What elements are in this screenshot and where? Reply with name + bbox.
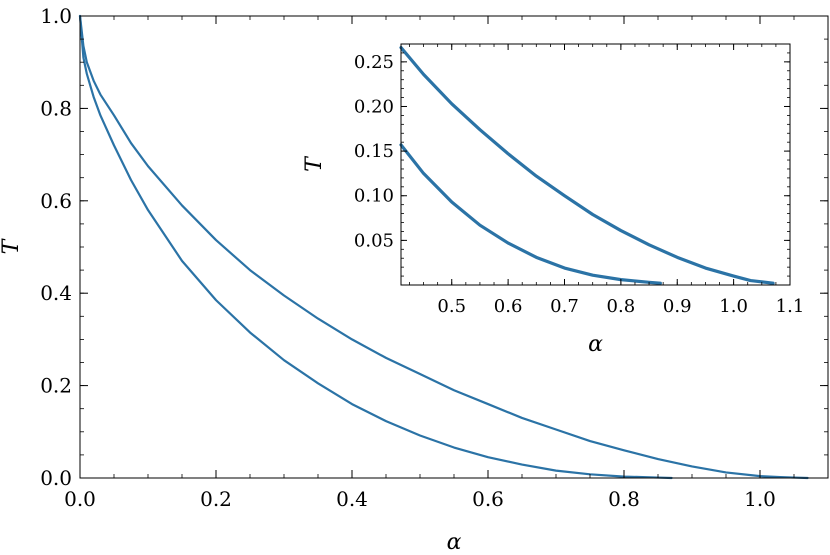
inset-y-axis-label: T: [302, 155, 327, 172]
main-plot-frame: [79, 15, 829, 479]
inset-y-tick-label: 0.15: [354, 141, 394, 162]
main-x-tick-label: 0.8: [608, 487, 640, 511]
inset-series-lines: [399, 45, 775, 285]
main-x-tick-label: 0.0: [64, 487, 96, 511]
inset-x-tick-label: 0.9: [663, 296, 692, 317]
inset-x-axis-label: α: [588, 332, 603, 357]
inset-series-line-2: [399, 45, 775, 285]
inset-plot-frame: [400, 43, 791, 286]
main-x-axis-label: α: [447, 530, 462, 555]
inset-series-line-1: [399, 143, 662, 285]
main-plot: 0.0 0.2 0.4 0.6 0.8 1.0 0.0 0.2 0.4 0.6 0.8 1.0 α T: [0, 4, 829, 555]
inset-background: [401, 44, 790, 285]
inset-x-tick-label: 0.5: [437, 296, 466, 317]
main-x-tick-label: 0.4: [336, 487, 368, 511]
inset-plot: 0.5 0.6 0.7 0.8 0.9 1.0 1.1 0.05 0.10 0.15 0.20 0.2…: [302, 43, 804, 357]
inset-y-tick-label: 0.25: [354, 52, 394, 73]
inset-x-tick-label: 0.6: [494, 296, 523, 317]
main-series-lines: [78, 14, 809, 480]
inset-x-tick-label: 0.7: [550, 296, 579, 317]
inset-tick-labels: 0.5 0.6 0.7 0.8 0.9 1.0 1.1 0.05 0.10 0.15 0.20 0.2…: [354, 52, 804, 317]
inset-y-tick-label: 0.05: [354, 230, 394, 251]
main-x-tick-label: 0.6: [472, 487, 504, 511]
main-y-tick-label: 0.4: [40, 281, 72, 305]
main-y-tick-label: 0.6: [40, 189, 72, 213]
main-y-tick-label: 0.8: [40, 96, 72, 120]
main-x-tick-label: 1.0: [744, 487, 776, 511]
main-tick-labels: 0.0 0.2 0.4 0.6 0.8 1.0 0.0 0.2 0.4 0.6 0.8 1.0: [40, 4, 776, 511]
inset-y-tick-label: 0.20: [354, 96, 394, 117]
main-y-tick-label: 0.2: [40, 374, 72, 398]
inset-x-tick-label: 1.1: [776, 296, 805, 317]
main-series-line-2: [78, 14, 809, 480]
inset-y-tick-label: 0.10: [354, 186, 394, 207]
main-y-tick-label: 0.0: [40, 466, 72, 490]
inset-x-tick-label: 1.0: [719, 296, 748, 317]
main-y-tick-label: 1.0: [40, 4, 72, 28]
main-series-line-1: [78, 14, 673, 480]
main-y-axis-label: T: [0, 237, 24, 254]
inset-x-tick-label: 0.8: [607, 296, 636, 317]
main-x-tick-label: 0.2: [200, 487, 232, 511]
